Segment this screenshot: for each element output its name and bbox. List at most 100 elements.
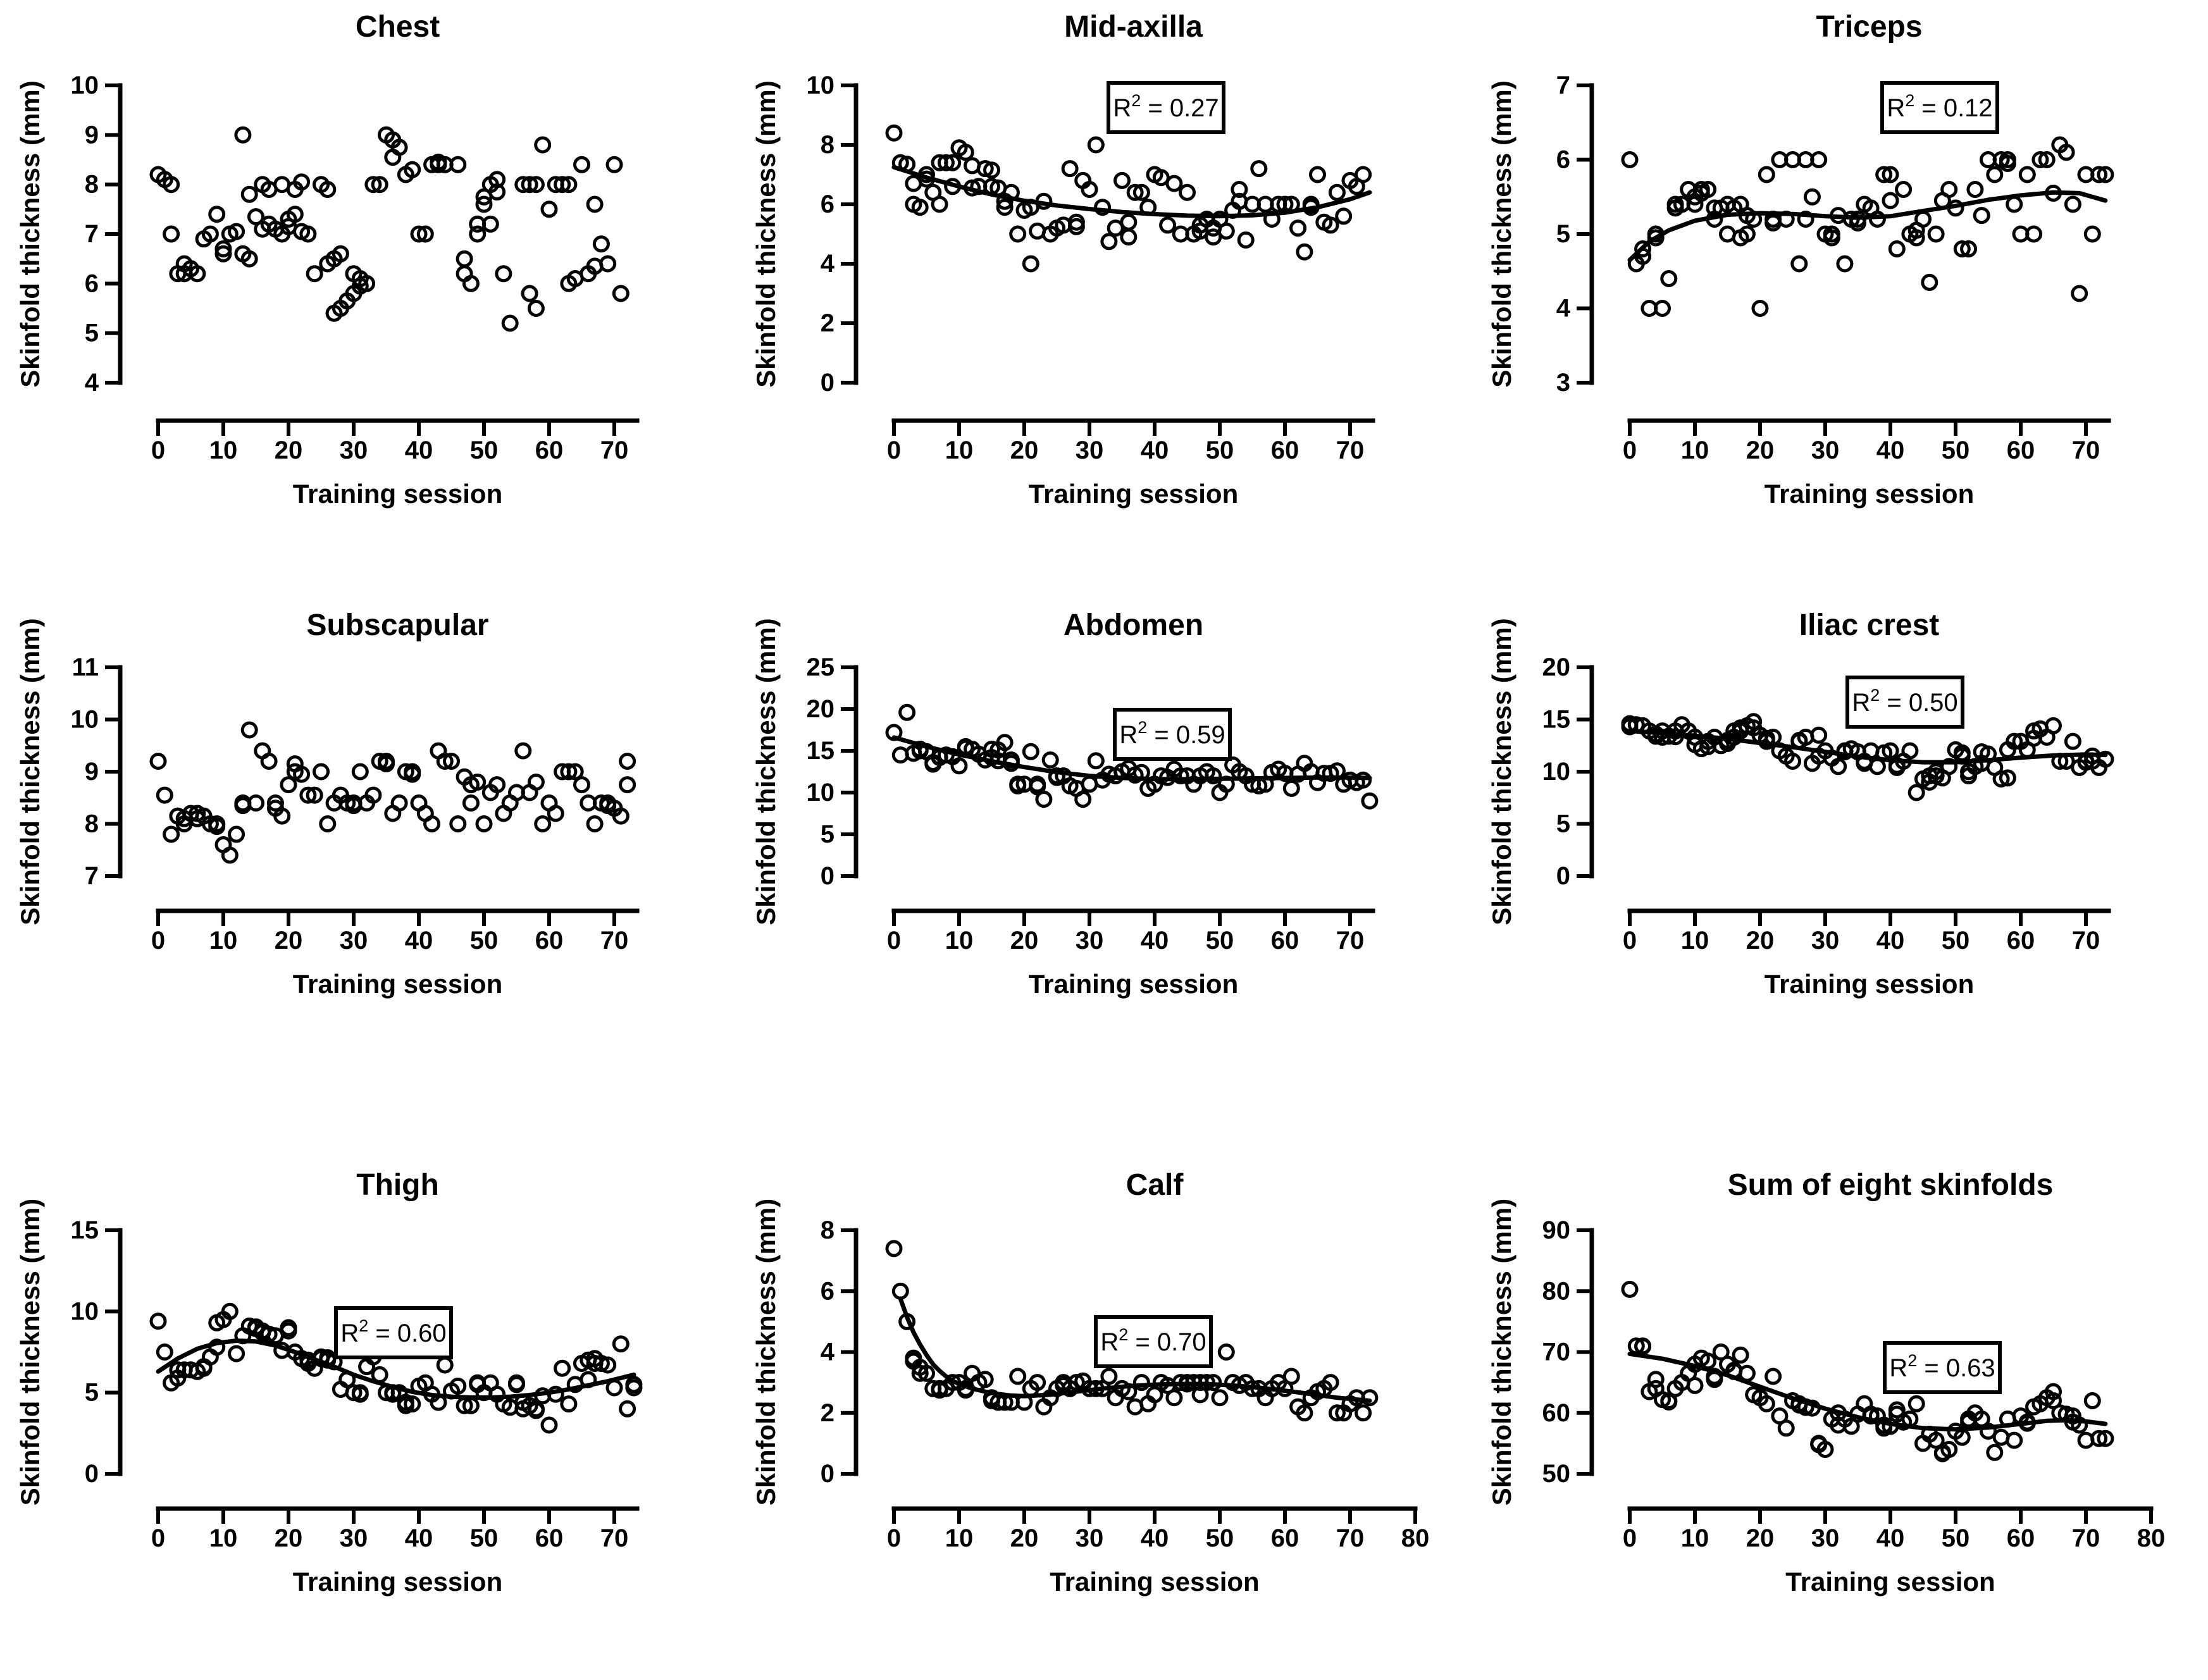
data-point [319,181,337,198]
x-axis-label: Training session [1765,969,1974,999]
data-point [1882,192,1899,209]
data-point [1132,1374,1150,1392]
data-point [534,136,552,154]
x-tick-label: 30 [1076,1524,1104,1552]
x-axis-label: Training session [293,1567,502,1597]
data-point [1165,1389,1183,1407]
x-tick-label: 10 [945,436,974,464]
data-point [1328,1404,1346,1422]
x-tick-label: 80 [1401,1524,1430,1552]
data-point [1986,1443,2004,1461]
x-tick-label: 20 [1010,1524,1039,1552]
data-point [390,139,408,156]
data-point [1907,1395,1925,1412]
data-point [580,1371,597,1388]
x-tick-label: 0 [151,1524,165,1552]
data-point [189,265,206,283]
data-point [1634,247,1652,265]
scatter-points [149,126,630,332]
x-tick-label: 20 [1746,1524,1775,1552]
x-tick-label: 60 [1271,927,1299,954]
data-point [1621,1280,1639,1298]
data-point [1263,211,1281,228]
data-point [937,154,955,171]
data-point [1322,216,1339,234]
x-axis-label: Training session [293,479,502,509]
x-tick-label: 20 [1746,927,1775,954]
data-point [1699,1352,1717,1370]
data-point [560,1395,578,1413]
x-tick-label: 20 [275,1524,303,1552]
x-tick-label: 20 [275,927,303,954]
data-point [521,176,538,194]
y-tick-label: 10 [1542,758,1571,786]
data-point [260,753,278,770]
data-point [2097,1430,2114,1447]
axes: 0 5 10 15 20 0 10 20 30 40 50 60 70 [1542,653,2111,954]
data-point [1009,1368,1027,1385]
data-point [208,1338,226,1356]
data-point [163,825,180,843]
y-tick-label: 10 [71,1297,99,1325]
data-point [573,156,590,173]
data-point [950,757,968,775]
x-tick-label: 70 [1336,436,1365,464]
axes: 7 8 9 10 11 0 10 20 30 40 50 60 70 [71,653,640,954]
x-tick-label: 0 [1623,436,1637,464]
subplot-iliac-crest: Iliac crest Skinfold thickness (mm) Trai… [1472,560,2207,1120]
data-point [1067,218,1085,235]
data-point [378,755,395,773]
data-point [1282,195,1300,213]
plot-title: Subscapular [306,608,488,642]
x-tick-label: 60 [535,436,564,464]
data-point [1654,300,1671,317]
data-point [1205,1374,1222,1392]
data-point [1745,713,1763,731]
data-point [612,807,630,825]
data-point [390,794,408,812]
x-tick-label: 20 [1010,927,1039,954]
data-point [2097,166,2114,183]
data-point [1816,1441,1834,1458]
x-tick-label: 40 [405,927,433,954]
data-point [214,245,232,262]
data-point [1309,166,1326,183]
data-point [1355,771,1372,789]
data-point [1179,183,1196,201]
data-point [1882,166,1899,183]
x-tick-label: 10 [1681,436,1709,464]
y-tick-label: 7 [1556,71,1570,99]
data-point [501,314,519,332]
plot-title: Triceps [1816,10,1922,44]
y-axis-label: Skinfold thickness (mm) [1487,80,1516,387]
data-point [898,1312,916,1330]
y-tick-label: 9 [85,121,99,149]
data-point [1022,255,1039,273]
data-point [1015,1393,1033,1411]
data-point [1738,1364,1756,1382]
y-tick-label: 70 [1542,1338,1571,1366]
data-point [1921,273,1938,291]
plot-title: Sum of eight skinfolds [1728,1168,2054,1202]
data-point [1094,199,1112,216]
data-point [221,1302,239,1320]
data-point [364,176,382,194]
data-point [313,763,330,781]
data-point [1999,154,2016,172]
data-point [1738,225,1756,243]
data-point [2006,195,2023,213]
y-tick-label: 10 [71,71,99,99]
data-point [1980,1423,1997,1440]
data-point [286,206,304,223]
data-point [619,1400,636,1418]
data-point [1784,753,1801,770]
subplot-chest: Chest Skinfold thickness (mm) Training s… [0,0,736,560]
y-tick-label: 6 [1556,146,1570,174]
data-point [2038,151,2056,168]
x-tick-label: 10 [209,1524,238,1552]
data-point [911,199,929,216]
data-point [351,763,369,781]
data-point [1081,181,1098,198]
data-point [1634,1338,1652,1356]
y-axis-label: Skinfold thickness (mm) [1487,618,1516,925]
